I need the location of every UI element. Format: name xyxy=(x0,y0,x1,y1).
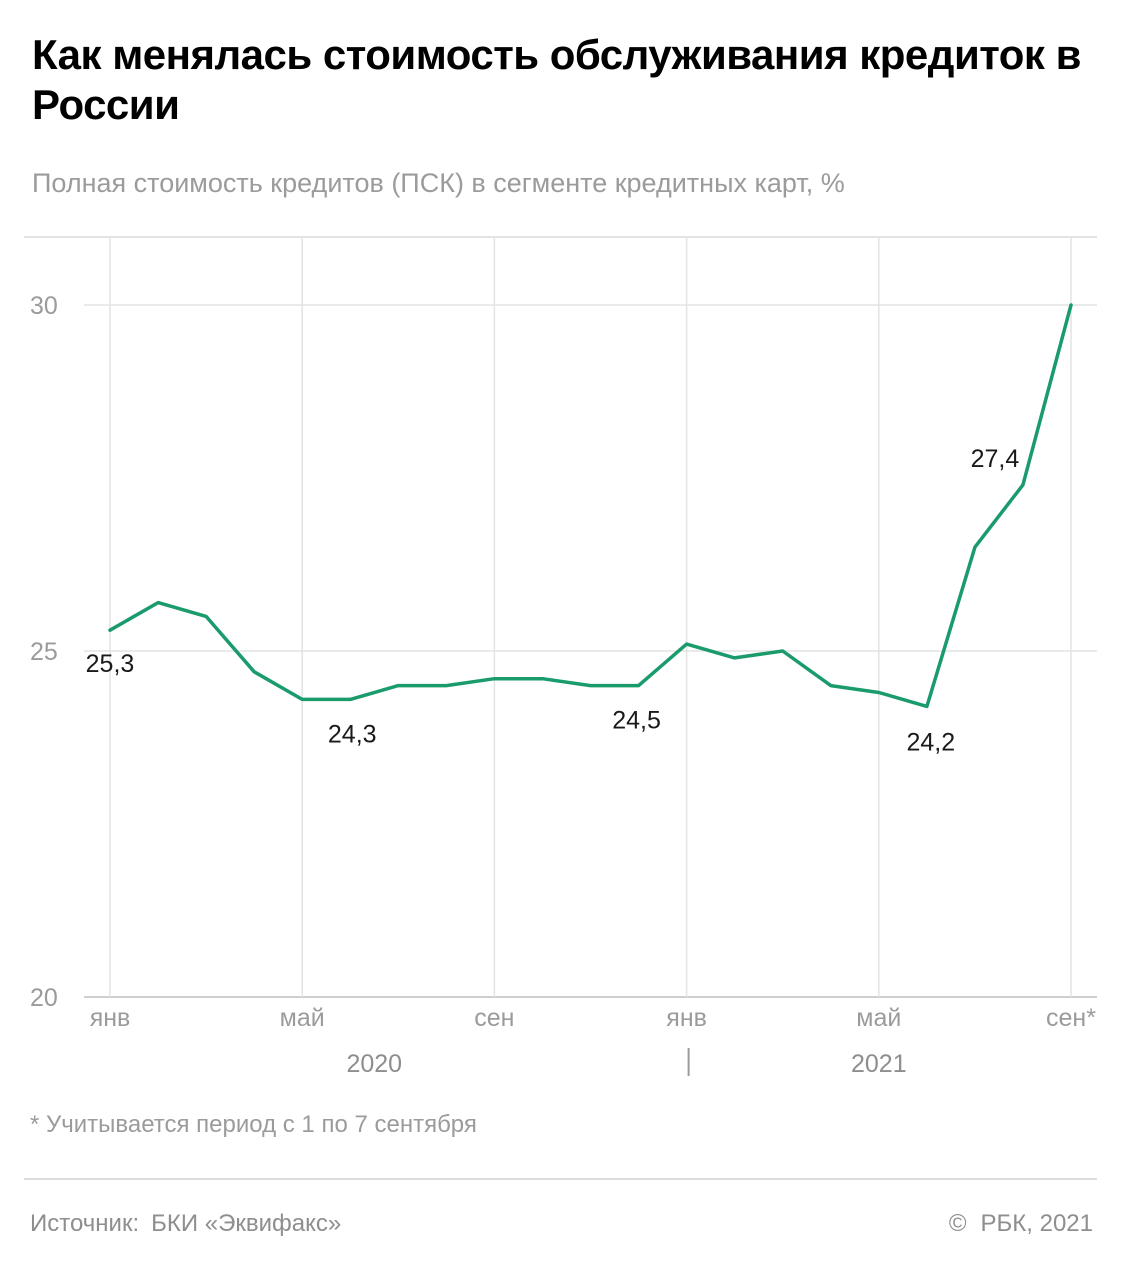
chart-title: Как менялась стоимость обслуживания кред… xyxy=(32,31,1081,128)
series-line-0 xyxy=(108,303,1073,709)
x-tick-label-1: май xyxy=(280,1004,325,1032)
x-tick-label-4: май xyxy=(856,1004,901,1032)
copyright-text: РБК, 2021 xyxy=(980,1210,1093,1237)
line-chart: 20 25 30 янв май сен янв май сен* 2020 2021 25,3 24,… xyxy=(24,236,1097,1078)
chart-subtitle: Полная стоимость кредитов (ПСК) в сегмен… xyxy=(32,168,845,198)
data-label-24,3: 24,3 xyxy=(328,720,377,748)
x-tick-label-2: сен xyxy=(474,1004,514,1032)
data-label-27,4: 27,4 xyxy=(971,445,1020,473)
year-label-2021: 2021 xyxy=(851,1050,907,1078)
copyright: © РБК, 2021 xyxy=(949,1207,1093,1241)
x-tick-label-0: янв xyxy=(90,1004,131,1032)
source-label: Источник: xyxy=(30,1210,140,1237)
y-tick-label-30: 30 xyxy=(30,292,58,320)
footer-divider xyxy=(24,1178,1097,1180)
x-tick-label-3: янв xyxy=(666,1004,707,1032)
copyright-icon: © xyxy=(948,1210,967,1237)
year-label-2020: 2020 xyxy=(346,1050,402,1078)
source-value: БКИ «Эквифакс» xyxy=(151,1210,342,1237)
data-label-24,2: 24,2 xyxy=(907,728,956,756)
y-tick-label-20: 20 xyxy=(30,984,58,1012)
source-line: Источник: БКИ «Эквифакс» xyxy=(30,1207,341,1241)
x-tick-label-5: сен* xyxy=(1046,1004,1096,1032)
data-label-24,5: 24,5 xyxy=(612,707,661,735)
y-tick-label-25: 25 xyxy=(30,638,58,666)
data-label-25,3: 25,3 xyxy=(86,650,135,678)
footnote: * Учитывается период с 1 по 7 сентября xyxy=(30,1111,477,1138)
